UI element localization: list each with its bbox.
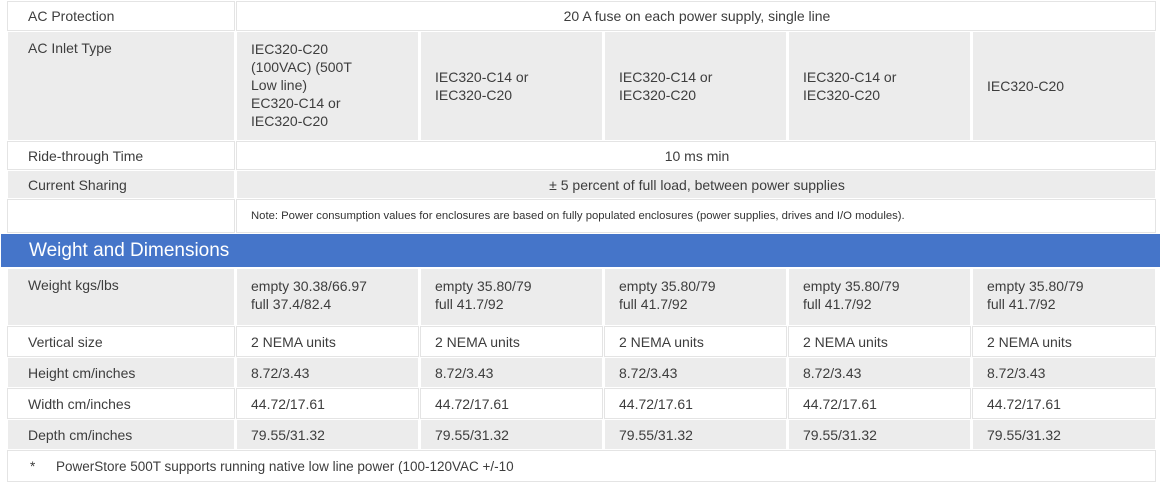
footnote: * PowerStore 500T supports running native… [7, 450, 1156, 482]
width-label: Width cm/inches [7, 388, 235, 419]
row-depth: Depth cm/inches 79.55/31.32 79.55/31.32 … [8, 420, 1155, 449]
vertical-size-col-3: 2 NEMA units [604, 326, 787, 357]
width-col-3: 44.72/17.61 [604, 388, 787, 419]
weight-col-4: empty 35.80/79 full 41.7/92 [789, 269, 970, 325]
depth-col-3: 79.55/31.32 [605, 420, 786, 449]
current-sharing-label: Current Sharing [8, 171, 234, 198]
vertical-size-col-2: 2 NEMA units [420, 326, 603, 357]
power-spec-table: AC Protection 20 A fuse on each power su… [5, 0, 1158, 234]
height-label: Height cm/inches [8, 358, 234, 387]
ac-inlet-col-5: IEC320-C20 [973, 32, 1155, 140]
ride-through-value: 10 ms min [236, 141, 1156, 170]
weight-col-1: empty 30.38/66.97 full 37.4/82.4 [237, 269, 418, 325]
ac-inlet-col-4: IEC320-C14 or IEC320-C20 [789, 32, 970, 140]
depth-col-1: 79.55/31.32 [237, 420, 418, 449]
row-ac-inlet-type: AC Inlet Type IEC320-C20 (100VAC) (500T … [8, 32, 1155, 140]
vertical-size-col-5: 2 NEMA units [972, 326, 1156, 357]
vertical-size-col-4: 2 NEMA units [788, 326, 971, 357]
row-width: Width cm/inches 44.72/17.61 44.72/17.61 … [7, 388, 1156, 419]
footnote-text: PowerStore 500T supports running native … [56, 458, 514, 474]
ac-inlet-col-3: IEC320-C14 or IEC320-C20 [605, 32, 786, 140]
width-col-2: 44.72/17.61 [420, 388, 603, 419]
width-col-5: 44.72/17.61 [972, 388, 1156, 419]
ac-inlet-col-1: IEC320-C20 (100VAC) (500T Low line) EC32… [237, 32, 418, 140]
height-col-4: 8.72/3.43 [789, 358, 970, 387]
weight-col-5: empty 35.80/79 full 41.7/92 [973, 269, 1155, 325]
section-header-weight-and-dimensions: Weight and Dimensions [1, 234, 1160, 267]
row-vertical-size: Vertical size 2 NEMA units 2 NEMA units … [7, 326, 1156, 357]
height-col-3: 8.72/3.43 [605, 358, 786, 387]
depth-col-2: 79.55/31.32 [421, 420, 602, 449]
spec-sheet: AC Protection 20 A fuse on each power su… [1, 0, 1160, 483]
power-note-text: Note: Power consumption values for enclo… [236, 199, 1156, 233]
depth-col-4: 79.55/31.32 [789, 420, 970, 449]
ac-protection-value: 20 A fuse on each power supply, single l… [236, 1, 1156, 31]
ac-inlet-label: AC Inlet Type [8, 32, 234, 140]
vertical-size-col-1: 2 NEMA units [236, 326, 419, 357]
weight-label: Weight kgs/lbs [8, 269, 234, 325]
row-ride-through-time: Ride-through Time 10 ms min [7, 141, 1156, 170]
height-col-2: 8.72/3.43 [421, 358, 602, 387]
depth-col-5: 79.55/31.32 [973, 420, 1155, 449]
weight-col-3: empty 35.80/79 full 41.7/92 [605, 269, 786, 325]
row-height: Height cm/inches 8.72/3.43 8.72/3.43 8.7… [8, 358, 1155, 387]
ac-inlet-col-2: IEC320-C14 or IEC320-C20 [421, 32, 602, 140]
section-header-title: Weight and Dimensions [29, 239, 230, 261]
vertical-size-label: Vertical size [7, 326, 235, 357]
weight-col-2: empty 35.80/79 full 41.7/92 [421, 269, 602, 325]
height-col-1: 8.72/3.43 [237, 358, 418, 387]
row-ac-protection: AC Protection 20 A fuse on each power su… [7, 1, 1156, 31]
note-empty-cell [7, 199, 235, 233]
current-sharing-value: ± 5 percent of full load, between power … [237, 171, 1155, 198]
row-power-note: Note: Power consumption values for enclo… [7, 199, 1156, 233]
row-weight: Weight kgs/lbs empty 30.38/66.97 full 37… [8, 269, 1155, 325]
width-col-4: 44.72/17.61 [788, 388, 971, 419]
ac-protection-label: AC Protection [7, 1, 235, 31]
ride-through-label: Ride-through Time [7, 141, 235, 170]
depth-label: Depth cm/inches [8, 420, 234, 449]
dimensions-spec-table: Weight kgs/lbs empty 30.38/66.97 full 37… [5, 267, 1158, 483]
width-col-1: 44.72/17.61 [236, 388, 419, 419]
row-footnote: * PowerStore 500T supports running native… [7, 450, 1156, 482]
height-col-5: 8.72/3.43 [973, 358, 1155, 387]
row-current-sharing: Current Sharing ± 5 percent of full load… [8, 171, 1155, 198]
footnote-asterisk: * [30, 458, 36, 474]
